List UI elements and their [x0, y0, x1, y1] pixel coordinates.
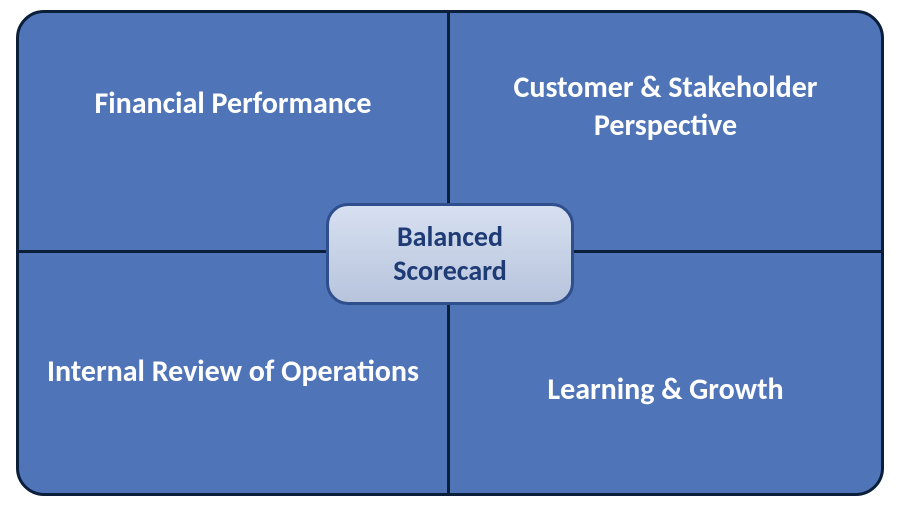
balanced-scorecard-diagram: Financial Performance Customer & Stakeho…: [0, 0, 900, 506]
center-label-line1: Balanced: [397, 219, 503, 254]
center-balanced-scorecard: Balanced Scorecard: [326, 203, 574, 305]
center-label: Balanced Scorecard: [393, 220, 507, 287]
center-label-line2: Scorecard: [393, 253, 507, 288]
quadrant-label: Financial Performance: [19, 13, 447, 123]
quadrant-label: Customer & Stakeholder Perspective: [450, 13, 881, 144]
